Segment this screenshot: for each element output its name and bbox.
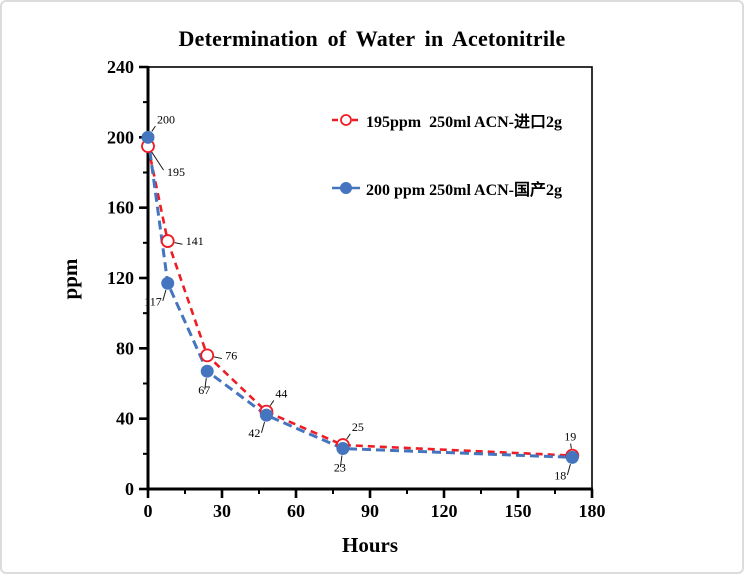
data-point-marker-filled-circle [565,450,579,464]
y-axis-tick-label: 40 [116,409,134,429]
legend-label-domestic: 200 ppm 250ml ACN-国产2g [366,182,563,199]
legend-label-imported: 195ppm 250ml ACN-进口2g [366,114,563,131]
data-point-marker-filled-circle [336,442,350,456]
legend-entry-domestic: 200 ppm 250ml ACN-国产2g [331,175,562,201]
data-label-leader [213,356,223,360]
x-axis-tick-label: 0 [144,501,153,521]
data-point-label: 23 [334,461,346,475]
data-point-label: 76 [225,348,237,362]
data-label-leader [570,443,572,449]
x-axis-tick-label: 30 [213,501,231,521]
data-point-marker-filled-circle [161,276,175,290]
data-label-leader [260,421,266,433]
red-dashed-open-circle-icon [332,114,360,126]
legend: 195ppm 250ml ACN-进口2g 200 ppm 250ml ACN-… [331,107,562,201]
data-label-leader [162,289,167,302]
data-point-marker-filled-circle [259,408,273,422]
data-label-leader [174,242,183,245]
y-axis-tick-label: 80 [116,338,134,358]
data-point-label: 44 [275,387,287,401]
x-axis-tick-label: 120 [431,501,458,521]
y-axis-tick-label: 240 [107,57,134,77]
x-axis-tick-label: 60 [287,501,305,521]
y-axis-tick-label: 0 [125,479,134,499]
data-point-label: 42 [248,426,260,440]
x-axis-tick-label: 90 [361,501,379,521]
data-point-label: 18 [554,468,566,482]
y-axis-tick-label: 120 [107,268,134,288]
x-axis-tick-label: 150 [505,501,532,521]
data-point-marker-open-circle [200,348,215,363]
blue-line-filled-circle-icon [332,182,360,194]
series-line-domestic [146,137,573,459]
data-point-label: 67 [198,383,210,397]
data-label-leader [269,400,275,407]
data-point-label: 117 [144,294,162,308]
y-axis-title: ppm [58,258,82,300]
x-axis-title: Hours [341,533,398,557]
data-point-label: 19 [564,430,576,444]
data-point-label: 195 [167,165,185,179]
data-point-marker-open-circle [160,234,175,248]
data-label-leader [346,433,351,440]
data-point-label: 141 [186,234,204,248]
x-axis-tick-label: 180 [579,501,606,521]
data-label-leader [151,151,164,171]
chart-title: Determination of Water in Acetonitrile [178,26,566,51]
series-line-imported [146,145,573,457]
data-label-leader [339,455,343,468]
data-point-marker-filled-circle [200,364,214,378]
data-point-marker-filled-circle [141,130,155,144]
data-point-label: 25 [352,420,364,434]
data-point-label: 200 [157,112,175,126]
data-label-leader [151,125,156,132]
y-axis-tick-label: 200 [107,127,134,147]
legend-entry-imported: 195ppm 250ml ACN-进口2g [331,107,562,133]
data-label-leader [566,463,571,476]
data-label-leader [204,378,207,390]
y-axis-tick-label: 160 [107,198,134,218]
